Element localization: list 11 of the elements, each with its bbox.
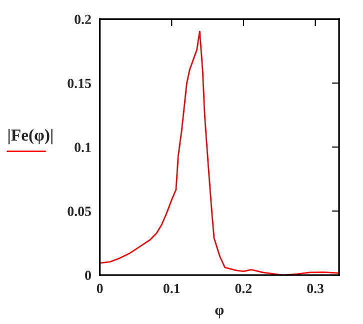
x-tick-label: 0.2 bbox=[235, 284, 252, 294]
y-tick-label: 0.05 bbox=[68, 206, 91, 216]
x-tick-label: 0 bbox=[96, 284, 103, 294]
x-tick-label: 0.3 bbox=[307, 284, 324, 294]
y-axis-title: |Fe(φ)| bbox=[8, 129, 52, 144]
y-tick-label: 0.2 bbox=[74, 14, 91, 24]
x-axis-title: φ bbox=[215, 308, 224, 318]
y-tick-label: 0 bbox=[85, 270, 91, 280]
y-tick-label: 0.15 bbox=[68, 78, 91, 88]
x-tick-label: 0.1 bbox=[164, 284, 180, 294]
y-tick-label: 0.1 bbox=[74, 142, 91, 152]
